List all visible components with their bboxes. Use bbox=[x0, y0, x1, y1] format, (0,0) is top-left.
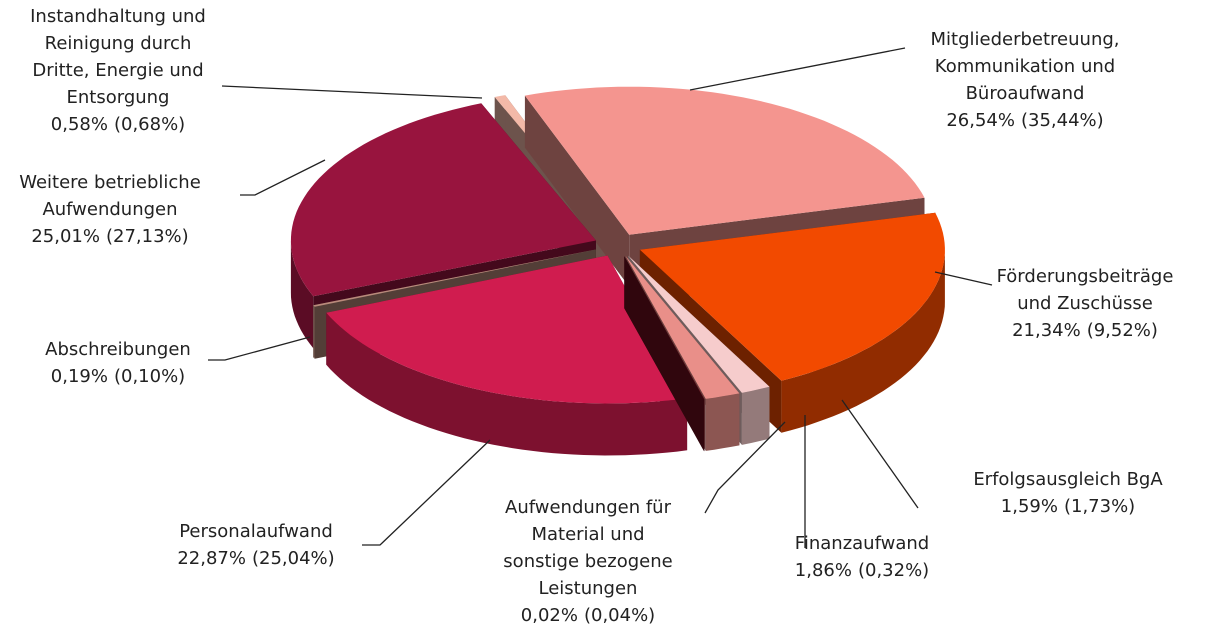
value-label: 1,86% (0,32%) bbox=[795, 560, 929, 581]
slice-side bbox=[290, 240, 314, 349]
slice-side bbox=[781, 249, 945, 433]
label-line: Finanzaufwand bbox=[795, 533, 929, 554]
previous-value: (1,73%) bbox=[1064, 496, 1135, 517]
slice-side bbox=[741, 386, 770, 445]
label-line: Kommunikation und bbox=[935, 56, 1115, 77]
previous-value: (0,04%) bbox=[584, 605, 655, 626]
current-value: 21,34% bbox=[1012, 320, 1081, 341]
label-line: Förderungsbeiträge bbox=[997, 266, 1174, 287]
slice-side bbox=[313, 305, 315, 359]
previous-value: (0,32%) bbox=[858, 560, 929, 581]
category-label: Weitere betriebliche Aufwendungen bbox=[19, 172, 201, 220]
leader-line bbox=[240, 159, 326, 196]
leader-line bbox=[221, 85, 483, 99]
previous-value: (0,68%) bbox=[114, 114, 185, 135]
value-label: 0,19% (0,10%) bbox=[51, 366, 185, 387]
value-label: 1,59% (1,73%) bbox=[1001, 496, 1135, 517]
slice bbox=[290, 103, 596, 297]
label-line: Instandhaltung und bbox=[30, 6, 206, 27]
previous-value: (9,52%) bbox=[1087, 320, 1158, 341]
current-value: 22,87% bbox=[177, 548, 246, 569]
label-line: Material und bbox=[531, 524, 644, 545]
leader-line bbox=[208, 336, 311, 361]
category-label: Aufwendungen für Material und sonstige bez… bbox=[503, 497, 672, 599]
label-line: Reinigung durch bbox=[45, 33, 192, 54]
leader-line bbox=[934, 271, 993, 286]
value-label: 26,54% (35,44%) bbox=[946, 110, 1103, 131]
previous-value: (27,13%) bbox=[106, 226, 189, 247]
current-value: 0,02% bbox=[521, 605, 578, 626]
label-line: Personalaufwand bbox=[179, 521, 333, 542]
category-label: Finanzaufwand bbox=[795, 533, 929, 554]
current-value: 0,58% bbox=[51, 114, 108, 135]
leader-line bbox=[689, 47, 906, 91]
category-label: Instandhaltung und Reinigung durch Dritte,… bbox=[30, 6, 206, 108]
leader-line bbox=[362, 439, 491, 546]
label-line: Dritte, Energie und bbox=[32, 60, 203, 81]
label-line: Büroaufwand bbox=[966, 83, 1085, 104]
slice-wall bbox=[524, 95, 630, 287]
leader-line bbox=[704, 421, 786, 514]
category-label: Förderungsbeiträge und Zuschüsse bbox=[997, 266, 1174, 314]
category-label: Abschreibungen bbox=[45, 339, 191, 360]
value-label: 0,02% (0,04%) bbox=[521, 605, 655, 626]
category-label: Personalaufwand bbox=[179, 521, 333, 542]
label-line: und Zuschüsse bbox=[1017, 293, 1153, 314]
previous-value: (0,10%) bbox=[114, 366, 185, 387]
value-label: 22,87% (25,04%) bbox=[177, 548, 334, 569]
label-line: Leistungen bbox=[539, 578, 638, 599]
label-line: Aufwendungen bbox=[42, 199, 177, 220]
current-value: 0,19% bbox=[51, 366, 108, 387]
current-value: 25,01% bbox=[31, 226, 100, 247]
slice bbox=[625, 256, 740, 399]
label-line: Aufwendungen für bbox=[505, 497, 672, 518]
leader-line bbox=[841, 399, 919, 509]
label-line: Weitere betriebliche bbox=[19, 172, 201, 193]
category-label: Erfolgsausgleich BgA bbox=[973, 469, 1163, 490]
slice-wall bbox=[624, 256, 704, 452]
slice bbox=[639, 212, 945, 381]
slice bbox=[326, 255, 688, 404]
slice bbox=[624, 256, 705, 400]
slice bbox=[313, 249, 596, 307]
label-line: sonstige bezogene bbox=[503, 551, 672, 572]
label-line: Entsorgung bbox=[67, 87, 170, 108]
slice-side bbox=[705, 393, 740, 451]
slice bbox=[524, 86, 925, 235]
current-value: 26,54% bbox=[946, 110, 1015, 131]
label-line: Abschreibungen bbox=[45, 339, 191, 360]
previous-value: (25,04%) bbox=[252, 548, 335, 569]
current-value: 1,86% bbox=[795, 560, 852, 581]
current-value: 1,59% bbox=[1001, 496, 1058, 517]
value-label: 25,01% (27,13%) bbox=[31, 226, 188, 247]
previous-value: (35,44%) bbox=[1021, 110, 1104, 131]
label-line: Mitgliederbetreuung, bbox=[931, 29, 1120, 50]
category-label: Mitgliederbetreuung, Kommunikation und Bür… bbox=[931, 29, 1120, 104]
slice-side bbox=[326, 312, 688, 456]
label-line: Erfolgsausgleich BgA bbox=[973, 469, 1163, 490]
slice bbox=[628, 255, 770, 393]
value-label: 21,34% (9,52%) bbox=[1012, 320, 1158, 341]
value-label: 0,58% (0,68%) bbox=[51, 114, 185, 135]
